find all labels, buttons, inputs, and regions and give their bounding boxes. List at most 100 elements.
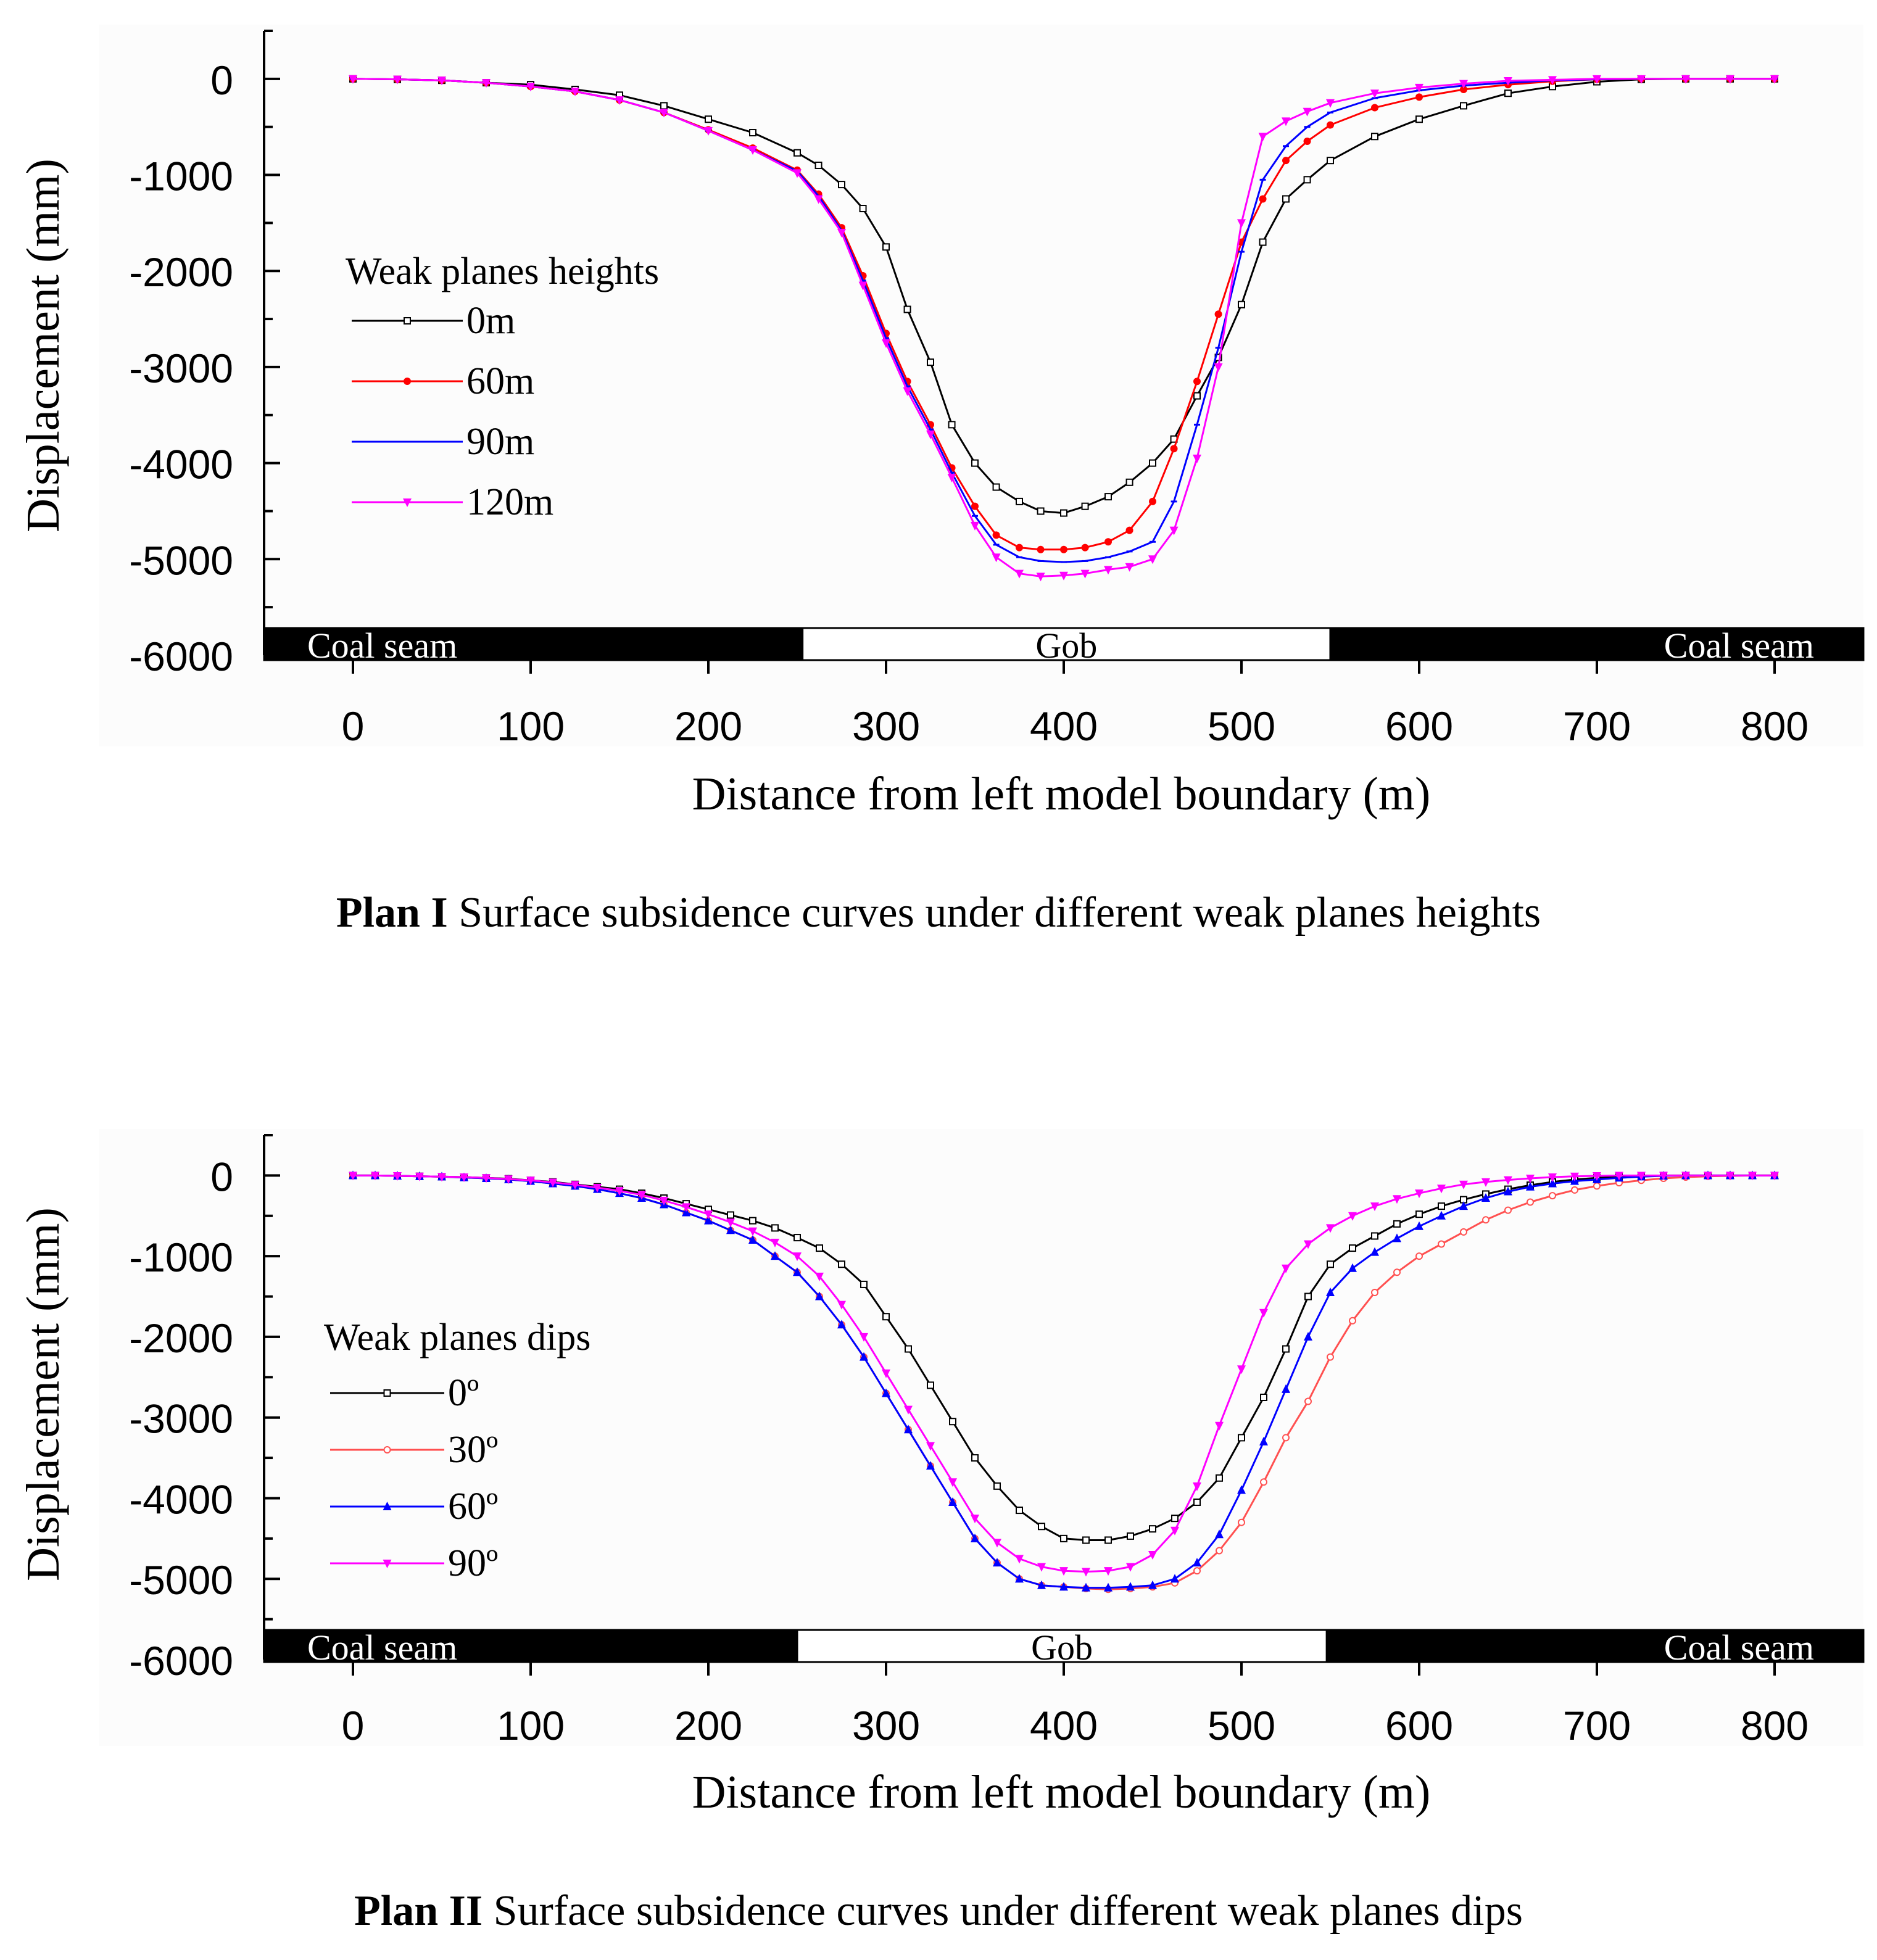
chart-plan2: 0 -1000 -2000 -3000 -4000 -5000 -6000 Coal seam…	[0, 1104, 1877, 1832]
data-point	[793, 1234, 801, 1242]
data-point	[393, 75, 402, 85]
x-tick-label: 400	[1030, 703, 1098, 749]
data-point	[1637, 1172, 1646, 1181]
data-point	[860, 1280, 868, 1288]
data-point	[1060, 545, 1067, 553]
data-point	[1548, 1173, 1557, 1182]
caption-plan1-bold: Plan I	[336, 889, 448, 937]
data-point	[793, 1252, 802, 1262]
data-point	[1327, 121, 1334, 129]
data-point	[637, 1191, 646, 1200]
legend-title: Weak planes dips	[324, 1317, 590, 1358]
data-point	[1059, 1567, 1068, 1576]
data-point	[1438, 1202, 1445, 1210]
data-point	[393, 1172, 402, 1181]
data-point	[571, 1181, 579, 1190]
data-point	[1526, 1174, 1535, 1183]
data-point	[1282, 195, 1290, 203]
x-tick-label: 200	[674, 1703, 742, 1748]
data-point	[526, 83, 535, 92]
y-tick-label: -5000	[129, 1557, 233, 1603]
series-0	[349, 75, 1778, 517]
data-point	[748, 1227, 757, 1236]
data-point	[1304, 1292, 1312, 1300]
data-point	[1393, 1233, 1401, 1243]
data-point	[1238, 1434, 1245, 1442]
data-point	[704, 1210, 713, 1220]
data-point	[1104, 1582, 1113, 1592]
y-tick-label: 0	[210, 1154, 233, 1199]
data-point	[1415, 1189, 1423, 1199]
data-point	[1504, 1206, 1512, 1214]
data-point	[1125, 478, 1133, 486]
data-point	[1082, 1568, 1090, 1577]
data-point	[1259, 1436, 1268, 1445]
data-point	[860, 1333, 868, 1342]
data-point	[926, 430, 935, 439]
data-point	[615, 96, 624, 105]
data-point	[1037, 1580, 1046, 1589]
data-point	[349, 1172, 357, 1181]
data-point	[926, 1461, 935, 1470]
data-point	[1371, 1289, 1378, 1296]
data-point	[1459, 80, 1468, 89]
data-point	[1149, 459, 1156, 467]
data-point	[1215, 1421, 1224, 1431]
data-point	[1370, 1202, 1379, 1212]
data-point	[837, 1300, 846, 1310]
data-point	[1304, 1397, 1312, 1405]
y-tick-label: -2000	[129, 1315, 233, 1361]
y-tick-label: -2000	[129, 249, 233, 295]
data-point	[1460, 85, 1467, 93]
legend-label-0: 0º	[448, 1372, 479, 1414]
data-point	[1548, 76, 1557, 85]
data-point	[1570, 1172, 1579, 1181]
data-point	[1326, 99, 1335, 108]
data-point	[882, 1313, 890, 1321]
data-point	[1126, 1582, 1135, 1591]
data-point	[1260, 1394, 1267, 1401]
data-point	[1371, 133, 1378, 141]
legend-marker-0	[404, 317, 411, 325]
data-point	[903, 305, 911, 313]
legend-label-1: 60m	[466, 360, 534, 402]
data-point	[1526, 1181, 1535, 1191]
data-point	[704, 126, 713, 136]
chart-plan1: 0 -1000 -2000 -3000 -4000 -5000 -6000 Coal seam…	[0, 0, 1877, 851]
data-point	[992, 553, 1001, 563]
data-point	[1060, 1534, 1067, 1542]
data-point	[1726, 1172, 1734, 1181]
data-point	[771, 1251, 779, 1260]
data-point	[882, 1388, 890, 1397]
data-point	[1770, 75, 1779, 84]
x-tick-label: 800	[1741, 1703, 1809, 1748]
data-point	[1303, 107, 1312, 117]
data-point	[971, 521, 979, 531]
data-point	[482, 1174, 491, 1183]
band-label-1: Gob	[1031, 1627, 1093, 1668]
data-point	[1282, 157, 1290, 165]
data-point	[549, 1178, 557, 1188]
data-point	[460, 1173, 468, 1182]
data-point	[1615, 1172, 1623, 1181]
data-point	[1659, 1172, 1668, 1181]
data-point	[748, 146, 757, 155]
data-point	[1037, 1563, 1046, 1572]
data-point	[1216, 1474, 1223, 1482]
data-point	[1259, 1309, 1268, 1318]
data-point	[1080, 569, 1090, 579]
data-point	[1193, 1499, 1201, 1506]
data-point	[793, 1267, 802, 1276]
data-point	[1504, 1176, 1512, 1185]
data-point	[1482, 1216, 1490, 1224]
data-point	[1327, 157, 1334, 165]
data-point	[1571, 1186, 1578, 1194]
data-point	[927, 1381, 934, 1389]
data-point	[838, 181, 845, 189]
data-point	[593, 1184, 602, 1193]
data-point	[1037, 545, 1045, 553]
y-tick-label: -6000	[129, 634, 233, 679]
data-point	[947, 473, 956, 482]
data-point	[837, 228, 846, 238]
band-label-0: Coal seam	[307, 626, 457, 666]
